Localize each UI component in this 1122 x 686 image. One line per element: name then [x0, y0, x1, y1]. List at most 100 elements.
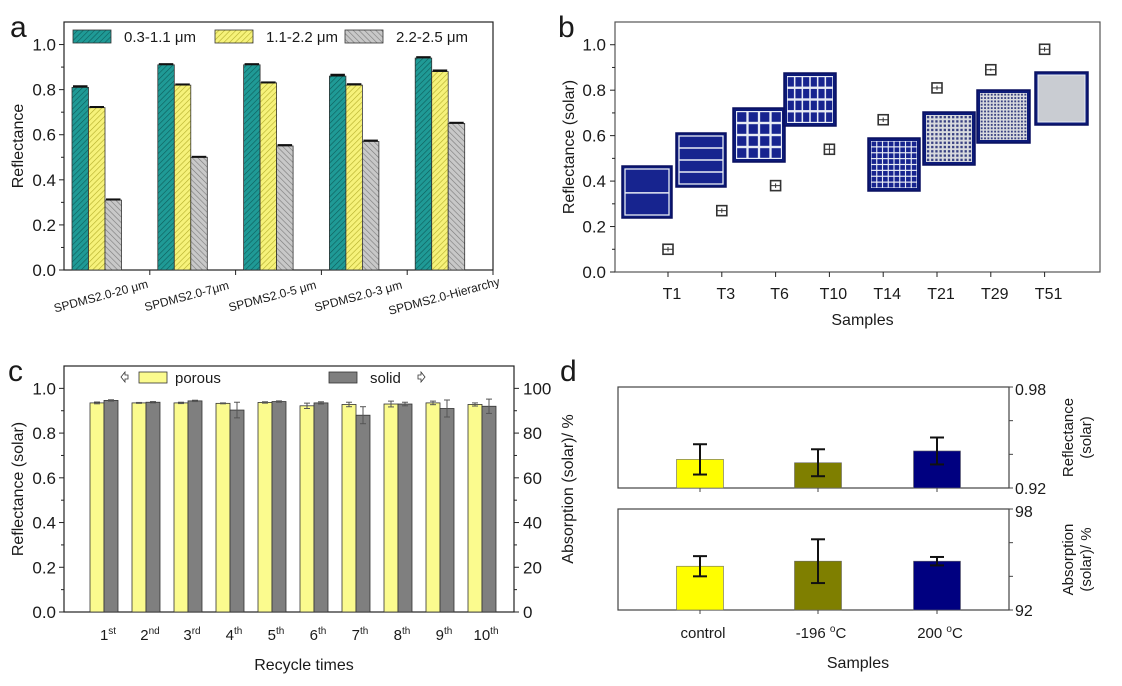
photo-cell: [1004, 123, 1007, 126]
panel-label-c: c: [8, 355, 23, 388]
photo-cell: [1007, 97, 1010, 99]
photo-cell: [943, 124, 946, 127]
photo-cell: [943, 158, 946, 162]
photo-cell: [947, 145, 951, 149]
photo-cell: [877, 141, 882, 147]
photo-cell: [956, 128, 959, 132]
photo-cell: [1000, 123, 1003, 126]
photo-fill: [624, 168, 670, 216]
photo-cell: [935, 120, 938, 123]
photo-cell: [818, 100, 825, 111]
photo-cell: [947, 120, 951, 123]
photo-cell: [964, 120, 967, 123]
photo-cell: [947, 124, 951, 127]
photo-cell: [1010, 93, 1013, 96]
photo-cell: [760, 136, 770, 146]
photo-cell: [984, 97, 986, 99]
photo-cell: [1000, 120, 1003, 123]
photo-cell: [997, 107, 1000, 110]
photo-cell: [968, 137, 972, 140]
photo-cell: [994, 93, 997, 96]
legend-label-a: 1.1-2.2 μm: [266, 29, 338, 46]
photo-cell: [877, 153, 882, 159]
photo-cell: [1004, 127, 1007, 130]
photo-cell: [943, 115, 946, 119]
photo-cell: [935, 128, 938, 132]
bar-porous-2: [131, 402, 147, 613]
photo-cell: [883, 182, 888, 188]
photo-cell: [1004, 137, 1007, 140]
photo-cell: [1000, 93, 1003, 96]
photo-cell: [964, 124, 967, 127]
photo-cell: [795, 100, 802, 111]
y-right-axis-label-c: Absorption (solar)/ %: [560, 414, 577, 563]
photo-cell: [810, 112, 817, 122]
bar-3-5: [447, 123, 466, 271]
photo-cell: [1010, 117, 1013, 120]
photo-cell: [984, 127, 986, 130]
photo-cell: [968, 145, 972, 149]
photo-cell: [968, 154, 972, 157]
photo-cell: [1000, 137, 1003, 140]
label-main: 200: [917, 625, 946, 642]
photo-cell: [877, 176, 882, 182]
photo-cell: [994, 113, 997, 116]
x-tick-label-c: 6th: [310, 626, 327, 644]
bar-solid-4: [229, 409, 245, 613]
x-axis-label-c: Recycle times: [254, 657, 354, 674]
photo-cell: [1017, 120, 1020, 123]
photo-cell: [1007, 103, 1010, 106]
photo-cell: [943, 145, 946, 149]
photo-cell: [1014, 120, 1017, 123]
photo-cell: [956, 120, 959, 123]
photo-cell: [952, 141, 955, 144]
error-bar: [416, 56, 431, 59]
photo-cell: [1014, 113, 1017, 116]
ordinal-number: 3: [183, 627, 191, 644]
error-bar: [330, 73, 345, 77]
photo-cell: [990, 130, 993, 133]
photo-cell: [1014, 107, 1017, 110]
photo-cell: [997, 127, 1000, 130]
photo-fill: [1037, 74, 1086, 123]
photo-cell: [1017, 100, 1020, 103]
y-tick-label-a: 0.4: [32, 171, 56, 190]
photo-cell: [939, 141, 942, 144]
photo-cell: [931, 141, 934, 144]
photo-cell: [906, 141, 911, 147]
error-bar: [363, 139, 378, 142]
photo-cell: [894, 153, 900, 159]
photo-cell: [1017, 123, 1020, 126]
photo-cell: [952, 137, 955, 140]
photo-cell: [997, 120, 1000, 123]
ordinal-number: 8: [394, 627, 402, 644]
photo-cell: [964, 150, 967, 153]
photo-cell: [931, 150, 934, 153]
photo-cell: [964, 158, 967, 162]
photo-cell: [968, 115, 972, 119]
error-bar: [346, 83, 362, 86]
photo-cell: [900, 147, 905, 153]
photo-cell: [883, 159, 888, 164]
photo-cell: [1021, 130, 1023, 133]
photo-cell: [935, 158, 938, 162]
photo-cell: [906, 165, 911, 170]
photo-cell: [1007, 93, 1010, 96]
photo-cell: [883, 147, 888, 153]
photo-cell: [748, 112, 758, 122]
photo-cell: [926, 128, 930, 132]
photo-cell: [935, 137, 938, 140]
y-tick-label-b: 0.8: [582, 81, 606, 100]
photo-cell: [1021, 113, 1023, 116]
photo-cell: [1000, 103, 1003, 106]
bar-porous-6: [299, 405, 315, 613]
panel-c: 0.0 0.2 0.4 0.6 0.8 1.0 0 20 40 60 80 100 Reflectanc…: [10, 365, 577, 674]
photo-cell: [1007, 123, 1010, 126]
photo-cell: [1004, 113, 1007, 116]
sample-photo-T29: [976, 89, 1031, 144]
x-tick-label-b: T6: [770, 286, 789, 303]
photo-cell: [926, 115, 930, 119]
ordinal-suffix: st: [108, 626, 116, 637]
photo-cell: [987, 93, 990, 96]
sample-photo-T3: [675, 132, 727, 188]
